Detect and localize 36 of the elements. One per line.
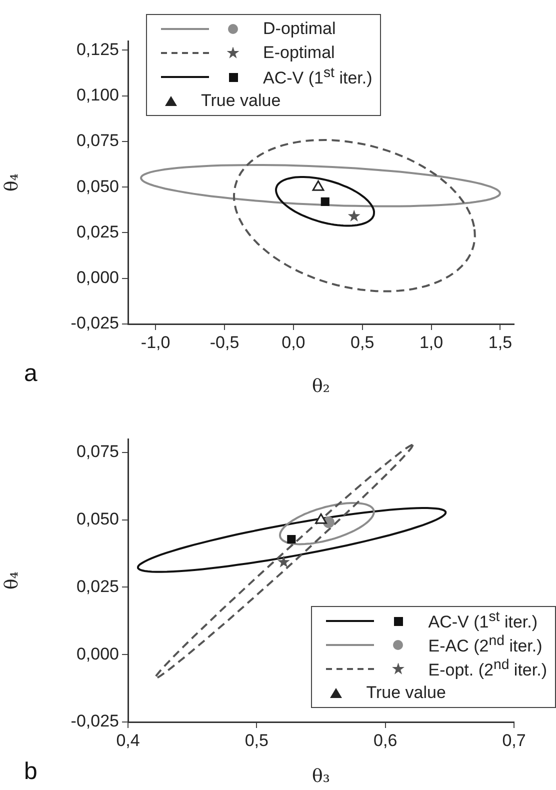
x-tick-label: 0,4 bbox=[116, 730, 140, 750]
x-tick-label: -0,5 bbox=[210, 332, 240, 352]
y-tick-label: 0,100 bbox=[76, 85, 119, 104]
x-axis-title: θ₃ bbox=[312, 766, 330, 787]
x-tick-label: 0,5 bbox=[244, 730, 268, 750]
x-tick-label: 0,0 bbox=[282, 332, 306, 352]
legend-label: True value bbox=[201, 91, 281, 111]
x-tick-label: 0,6 bbox=[374, 730, 398, 750]
y-tick-label: 0,000 bbox=[76, 644, 119, 664]
legend-label: D-optimal bbox=[263, 19, 336, 39]
x-tick-label: 0,5 bbox=[350, 332, 374, 352]
legend-label: AC-V (1$^{st}$ iter.) bbox=[263, 65, 372, 89]
x-tick-label: -1,0 bbox=[140, 332, 170, 352]
x-tick-label: 0,7 bbox=[502, 730, 526, 750]
y-tick-label: 0,050 bbox=[76, 510, 119, 529]
text: b bbox=[24, 758, 38, 786]
y-tick-label: 0,125 bbox=[76, 40, 119, 59]
y-tick-label: 0,075 bbox=[76, 131, 119, 150]
y-tick-label: 0,075 bbox=[76, 442, 119, 462]
legend-label: E-AC (2$^{nd}$ iter.) bbox=[428, 633, 542, 657]
legend-label: AC-V (1$^{st}$ iter.) bbox=[428, 609, 538, 633]
y-tick-label: -0,025 bbox=[70, 712, 119, 731]
y-tick-label: 0,000 bbox=[76, 268, 119, 288]
y-tick-label: -0,025 bbox=[70, 314, 119, 333]
legend-label: True value bbox=[366, 683, 446, 703]
y-tick-label: 0,025 bbox=[76, 222, 119, 242]
y-tick-label: 0,050 bbox=[76, 176, 119, 196]
text: a bbox=[24, 360, 38, 388]
legend-label: E-opt. (2$^{nd}$ iter.) bbox=[428, 657, 547, 681]
x-axis-title: θ₂ bbox=[312, 376, 330, 397]
y-axis-title: θ₄ bbox=[1, 173, 22, 192]
y-tick-label: 0,025 bbox=[76, 576, 119, 596]
x-tick-label: 1,0 bbox=[419, 332, 444, 352]
x-tick-label: 1,5 bbox=[488, 332, 512, 352]
y-axis-title: θ₄ bbox=[1, 571, 22, 590]
legend-label: E-optimal bbox=[263, 43, 335, 63]
